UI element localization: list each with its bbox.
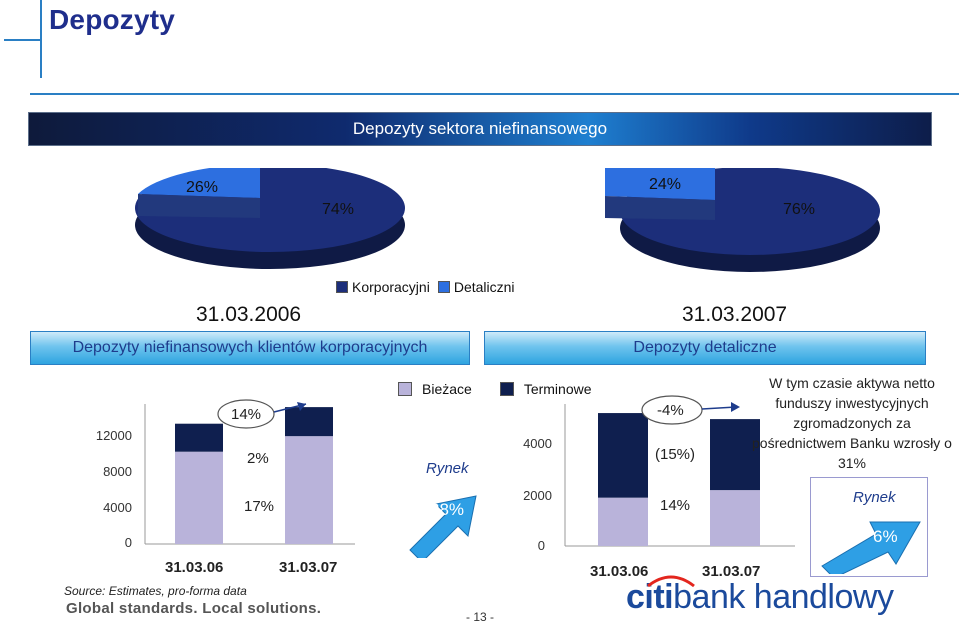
corp-growth-bottom: 17% [244, 498, 275, 515]
retail-tick-4000: 4000 [523, 436, 552, 451]
slogan: Global standards. Local solutions. [66, 600, 322, 617]
corp-tick-0: 0 [124, 535, 132, 550]
retail-tick-0: 0 [537, 538, 545, 553]
retail-growth-arrow-line [701, 406, 737, 410]
retail-bar-chart [564, 404, 795, 547]
corp-bar-terminowe-1 [285, 407, 333, 437]
legend-swatch-korporacyjni [336, 281, 348, 293]
funds-note: W tym czasie aktywa netto funduszy inwes… [752, 375, 952, 471]
pie-2006 [135, 168, 405, 269]
pie-2006-slice-detaliczni [138, 168, 260, 198]
corp-tick-12000: 12000 [95, 428, 132, 443]
rynek-retail-value: 6% [873, 527, 898, 546]
source-note: Source: Estimates, pro-forma data [64, 584, 247, 598]
rynek-arrow-corporate [409, 495, 477, 558]
corp-growth-top: 2% [247, 450, 269, 467]
pie-2006-date: 31.03.2006 [196, 303, 302, 326]
corp-xlabel-2007: 31.03.07 [279, 559, 338, 576]
rynek-corporate-label: Rynek [426, 460, 469, 477]
retail-bar-terminowe-0 [598, 413, 648, 498]
retail-tick-2000: 2000 [523, 488, 552, 503]
retail-growth-top: (15%) [655, 446, 696, 463]
pie-2006-slice-detaliczni-side [138, 194, 260, 218]
rynek-corporate-value: 28% [430, 500, 465, 519]
corp-tick-4000: 4000 [103, 500, 132, 515]
pie-2007-slice-detaliczni-side [605, 196, 715, 220]
retail-xlabel-2006: 31.03.06 [590, 563, 649, 580]
pie-legend: Korporacyjni Detaliczni [336, 279, 515, 295]
pie-2007 [605, 168, 880, 272]
page-number: - 13 - [466, 610, 495, 624]
retail-bar-biezace-1 [710, 490, 760, 546]
retail-growth-bottom: 14% [660, 497, 691, 514]
pie-2007-slice-detaliczni [605, 168, 715, 200]
corp-bar-terminowe-0 [175, 423, 223, 452]
retail-bar-terminowe-1 [710, 419, 760, 491]
legend-label-detaliczni: Detaliczni [453, 279, 515, 295]
corporate-bar-chart [144, 404, 355, 545]
retail-header: Depozyty detaliczne [484, 331, 926, 365]
corp-bar-biezace-0 [175, 451, 223, 544]
corp-tick-8000: 8000 [103, 464, 132, 479]
retail-growth-total: -4% [657, 402, 684, 419]
corp-xlabel-2006: 31.03.06 [165, 559, 224, 576]
legend-label-biezace: Bieżace [422, 381, 472, 397]
corp-growth-arrow-head [297, 402, 306, 411]
rynek-arrow-retail [821, 521, 921, 574]
rynek-arrow-corporate-shape [409, 495, 477, 558]
retail-growth-arrow-head [731, 402, 740, 412]
page-title: Depozyty [49, 4, 176, 35]
pie-2007-date: 31.03.2007 [682, 303, 788, 326]
pie-2007-label-korporacyjni: 76% [783, 201, 816, 218]
title-accent-horizontal [4, 39, 42, 41]
legend-label-korporacyjni: Korporacyjni [352, 279, 430, 295]
citi-arc-icon [647, 575, 695, 588]
rynek-retail-label: Rynek [853, 489, 896, 506]
legend-swatch-biezace [398, 382, 412, 396]
corp-bar-biezace-1 [285, 436, 333, 544]
section-banner: Depozyty sektora niefinansowego [28, 112, 932, 146]
corp-growth-total: 14% [231, 406, 262, 423]
rynek-arrow-retail-shape [821, 521, 921, 574]
bar-legend: Bieżace Terminowe [398, 381, 592, 397]
retail-growth-callout [641, 395, 740, 425]
retail-growth-ellipse [641, 395, 703, 425]
rynek-retail-box [810, 477, 928, 577]
legend-swatch-detaliczni [437, 281, 450, 293]
corp-growth-ellipse [217, 399, 275, 429]
legend-label-terminowe: Terminowe [523, 381, 592, 397]
corporate-header: Depozyty niefinansowych klientów korpora… [30, 331, 470, 365]
retail-bar-biezace-0 [598, 497, 648, 546]
pie-2006-label-korporacyjni: 74% [322, 201, 355, 218]
legend-swatch-terminowe [499, 382, 514, 396]
title-divider [30, 93, 959, 95]
retail-xlabel-2007: 31.03.07 [702, 563, 761, 580]
corp-growth-callout [217, 399, 307, 429]
pie-2007-label-detaliczni: 24% [649, 176, 682, 193]
logo-bank-handlowy: bank handlowy [673, 578, 894, 616]
pie-2006-label-detaliczni: 26% [186, 179, 219, 196]
